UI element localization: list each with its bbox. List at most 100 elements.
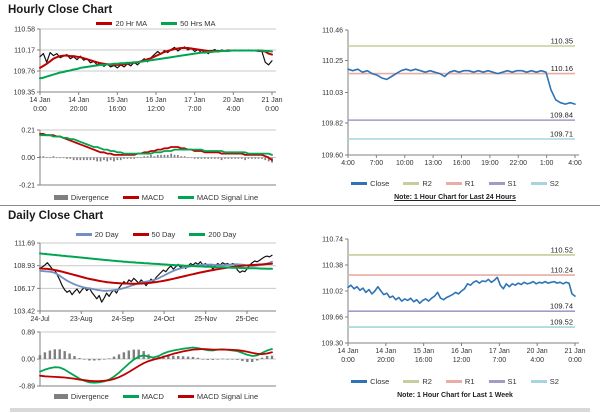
svg-text:13:00: 13:00 bbox=[424, 160, 442, 167]
legend-label: S2 bbox=[549, 377, 559, 386]
legend-label: S1 bbox=[507, 179, 517, 188]
legend-item: 200 Day bbox=[189, 230, 236, 239]
legend-item: Close bbox=[351, 179, 389, 188]
daily-ma-legend: 20 Day 50 Day 200 Day bbox=[40, 230, 272, 239]
legend-item: R1 bbox=[445, 179, 475, 188]
svg-text:17 Jan: 17 Jan bbox=[184, 97, 205, 104]
legend-line-swatch bbox=[122, 196, 139, 199]
daily-sr-legend: Close R2 R1 S1 S2 bbox=[330, 377, 580, 386]
legend-line-swatch bbox=[351, 380, 368, 383]
legend-line-swatch bbox=[177, 395, 194, 398]
svg-text:20:00: 20:00 bbox=[70, 106, 88, 113]
svg-text:110.52: 110.52 bbox=[551, 245, 573, 254]
svg-text:109.35: 109.35 bbox=[14, 90, 36, 97]
legend-item: S1 bbox=[488, 179, 517, 188]
hourly-section-title: Hourly Close Chart bbox=[8, 4, 113, 16]
legend-item: S2 bbox=[530, 377, 559, 386]
svg-text:110.16: 110.16 bbox=[551, 64, 573, 73]
svg-text:10:00: 10:00 bbox=[396, 160, 414, 167]
svg-text:110.46: 110.46 bbox=[322, 28, 343, 35]
legend-item: Close bbox=[351, 377, 389, 386]
svg-text:0.00: 0.00 bbox=[21, 155, 35, 162]
svg-text:20 Jan: 20 Jan bbox=[527, 348, 548, 355]
svg-text:106.17: 106.17 bbox=[14, 286, 36, 293]
legend-label: R2 bbox=[422, 179, 432, 188]
legend-item: S1 bbox=[488, 377, 517, 386]
svg-text:110.38: 110.38 bbox=[322, 263, 343, 270]
legend-label: Close bbox=[370, 179, 390, 188]
svg-text:14 Jan: 14 Jan bbox=[375, 348, 396, 355]
svg-text:25-Dec: 25-Dec bbox=[236, 316, 259, 323]
svg-text:21 Jan: 21 Jan bbox=[564, 348, 585, 355]
legend-label: 20 Day bbox=[94, 230, 119, 239]
svg-text:0.21: 0.21 bbox=[21, 128, 35, 135]
legend-line-swatch bbox=[403, 380, 420, 383]
svg-text:111.69: 111.69 bbox=[15, 241, 35, 248]
svg-text:14 Jan: 14 Jan bbox=[68, 97, 89, 104]
svg-text:24-Sep: 24-Sep bbox=[112, 316, 135, 323]
legend-label: 200 Day bbox=[208, 230, 237, 239]
svg-text:19:00: 19:00 bbox=[481, 160, 499, 167]
svg-text:12:00: 12:00 bbox=[147, 106, 165, 113]
svg-text:16:00: 16:00 bbox=[415, 357, 433, 364]
hourly-macd-legend: Divergence MACD MACD Signal Line bbox=[30, 193, 282, 202]
daily-sr-note-text: Note: 1 Hour Chart for Last 1 Week bbox=[397, 392, 513, 399]
legend-item: 20 Day bbox=[75, 230, 119, 239]
svg-text:20:00: 20:00 bbox=[377, 357, 395, 364]
legend-bar-swatch bbox=[53, 195, 68, 200]
legend-item: 20 Hr MA bbox=[96, 19, 147, 28]
svg-text:4:00: 4:00 bbox=[227, 106, 241, 113]
svg-text:12:00: 12:00 bbox=[453, 357, 471, 364]
svg-text:0.89: 0.89 bbox=[21, 330, 35, 337]
svg-text:7:00: 7:00 bbox=[370, 160, 384, 167]
daily-section-title: Daily Close Chart bbox=[8, 210, 104, 222]
svg-text:15 Jan: 15 Jan bbox=[107, 97, 128, 104]
legend-item: MACD Signal Line bbox=[177, 392, 259, 401]
legend-line-swatch bbox=[161, 22, 178, 25]
legend-line-swatch bbox=[488, 182, 505, 185]
legend-item: 50 Hrs MA bbox=[161, 19, 216, 28]
svg-text:109.60: 109.60 bbox=[322, 153, 344, 160]
svg-text:14 Jan: 14 Jan bbox=[337, 348, 358, 355]
svg-text:0.00: 0.00 bbox=[21, 357, 35, 364]
svg-text:109.82: 109.82 bbox=[322, 121, 344, 128]
svg-text:4:00: 4:00 bbox=[568, 160, 582, 167]
legend-item: MACD bbox=[122, 392, 164, 401]
legend-label: MACD bbox=[141, 392, 164, 401]
legend-label: R1 bbox=[464, 377, 475, 386]
svg-text:109.71: 109.71 bbox=[550, 130, 573, 139]
svg-text:0:00: 0:00 bbox=[265, 106, 279, 113]
legend-label: MACD Signal Line bbox=[196, 392, 259, 401]
svg-text:103.42: 103.42 bbox=[14, 309, 36, 316]
legend-label: MACD Signal Line bbox=[196, 193, 259, 202]
section-divider bbox=[0, 205, 600, 206]
svg-text:109.74: 109.74 bbox=[550, 302, 573, 311]
svg-text:0:00: 0:00 bbox=[33, 106, 47, 113]
legend-line-swatch bbox=[445, 182, 462, 185]
legend-label: MACD bbox=[141, 193, 164, 202]
svg-text:-0.89: -0.89 bbox=[19, 384, 35, 391]
legend-line-swatch bbox=[530, 380, 547, 383]
svg-text:109.76: 109.76 bbox=[14, 69, 36, 76]
svg-text:110.74: 110.74 bbox=[322, 237, 343, 244]
legend-line-swatch bbox=[75, 233, 92, 236]
legend-item: R2 bbox=[403, 377, 432, 386]
legend-line-swatch bbox=[403, 182, 420, 185]
svg-text:20 Jan: 20 Jan bbox=[223, 97, 244, 104]
svg-text:0:00: 0:00 bbox=[341, 357, 355, 364]
legend-line-swatch bbox=[445, 380, 462, 383]
legend-label: Divergence bbox=[70, 392, 109, 401]
daily-macd-legend: Divergence MACD MACD Signal Line bbox=[30, 392, 282, 401]
bottom-divider-strip bbox=[10, 408, 590, 412]
svg-text:0:00: 0:00 bbox=[568, 357, 582, 364]
svg-text:109.84: 109.84 bbox=[550, 111, 573, 120]
legend-bar-swatch bbox=[53, 394, 68, 399]
svg-text:4:00: 4:00 bbox=[530, 357, 544, 364]
legend-label: R2 bbox=[422, 377, 432, 386]
svg-text:110.35: 110.35 bbox=[551, 36, 573, 45]
daily-macd-chart: 0.89 0.00 -0.89 bbox=[19, 330, 276, 391]
